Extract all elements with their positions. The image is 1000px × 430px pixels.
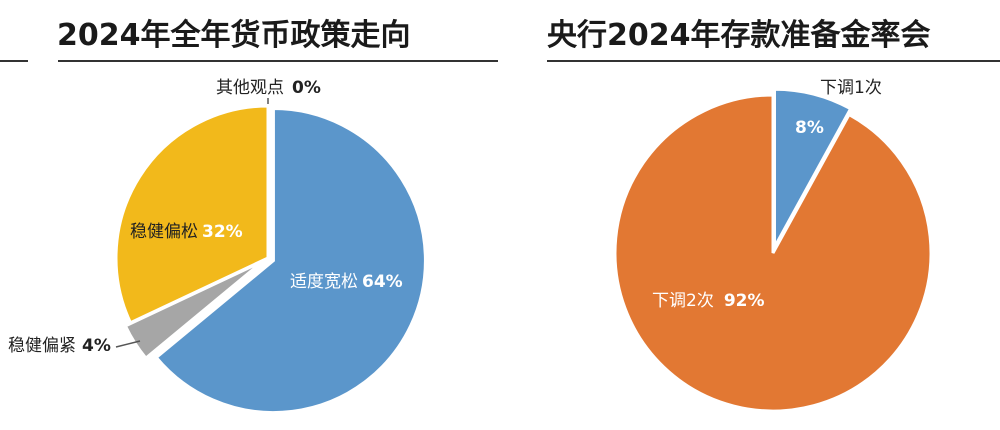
slice-label-cut-once: 下调1次 [820, 78, 882, 98]
pie-slice [154, 107, 427, 415]
title-rule [58, 60, 498, 62]
title-rule [0, 60, 28, 62]
pie-slice [613, 93, 933, 413]
slice-label-loose: 稳健偏松 32% [130, 222, 243, 242]
pie-slice [772, 87, 853, 248]
slice-label-moderately-loose: 适度宽松 64% [290, 272, 403, 292]
chart-panel-rrr: 央行2024年存款准备金率会 下调1次 8% 下调2次 92% [510, 0, 1000, 430]
chart-title: 央行2024年存款准备金率会 [547, 18, 931, 53]
pie-slice [114, 104, 270, 325]
slice-label-cut-twice: 下调2次 92% [652, 291, 765, 311]
chart-panel-monetary-policy: 2024年全年货币政策走向 其他观点 0% 稳健偏松 32% 适度宽松 64% 稳健偏… [0, 18, 498, 415]
chart-title: 2024年全年货币政策走向 [57, 18, 411, 53]
pie-chart: 下调1次 8% 下调2次 92% [613, 78, 933, 413]
slice-value-cut-once: 8% [795, 118, 824, 138]
slice-label-other: 其他观点 0% [216, 78, 321, 98]
title-rule [547, 60, 1000, 62]
pie-chart: 其他观点 0% 稳健偏松 32% 适度宽松 64% 稳健偏紧 4% [8, 78, 427, 415]
slice-label-tight: 稳健偏紧 4% [8, 336, 111, 356]
leader-line [115, 340, 141, 348]
